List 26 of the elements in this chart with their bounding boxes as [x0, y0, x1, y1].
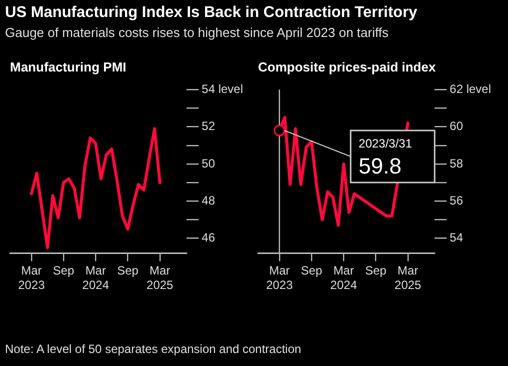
x-tick-label: Sep [52, 264, 75, 278]
x-tick-label: Mar 2024 [82, 264, 110, 292]
y-tick-label: 54 [450, 230, 464, 245]
x-tick-label: Mar 2025 [146, 264, 174, 292]
text: US Manufacturing Index Is Back in Contraction Territory [5, 4, 418, 22]
x-tick-label: Mar 2023 [266, 264, 294, 292]
x-tick-label: Mar 2023 [18, 264, 46, 292]
y-tick-label: 54 level [202, 82, 244, 96]
x-tick-label: Mar 2024 [330, 264, 358, 292]
y-tick-label: 60 [450, 119, 464, 134]
chart-title: Manufacturing PMI [10, 59, 126, 74]
y-tick-label: 46 [202, 230, 216, 245]
y-tick-label: 56 [450, 193, 464, 208]
x-tick-label: Sep [117, 264, 139, 278]
annotation: 2023/3/31 59.8 [358, 136, 412, 178]
y-tick-label: 48 [202, 193, 216, 208]
y-tick-label: 52 [202, 119, 216, 134]
x-tick-label: Sep [300, 264, 323, 278]
text: Gauge of materials costs rises to highest since April 2023 on tariffs [5, 25, 390, 40]
chart-title: Composite prices-paid index [258, 59, 436, 74]
text: Note: A level of 50 separates expansion and contraction [5, 342, 302, 356]
x-tick-label: Sep [365, 264, 387, 278]
y-tick-label: 50 [202, 156, 216, 170]
y-tick-label: 58 [450, 156, 464, 170]
x-tick-label: Mar 2025 [394, 264, 422, 292]
y-tick-label: 62 level [450, 82, 492, 96]
